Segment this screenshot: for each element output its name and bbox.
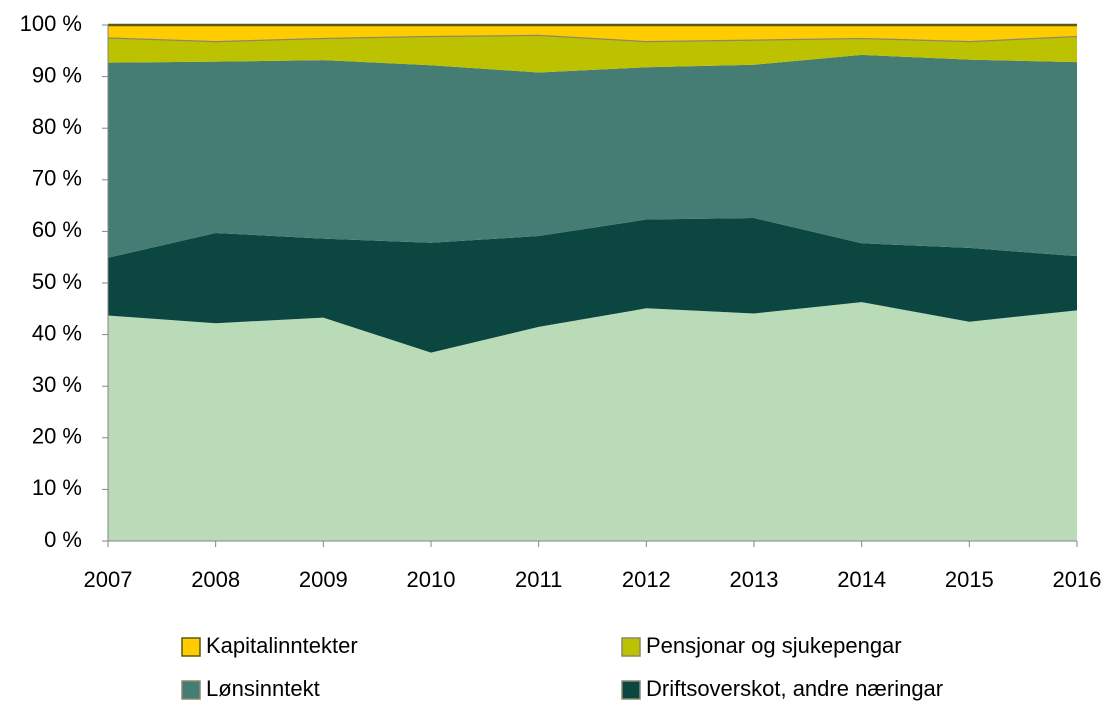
y-tick-label: 50 % xyxy=(32,269,82,294)
area xyxy=(108,25,1077,41)
x-tick-label: 2007 xyxy=(84,567,133,592)
area xyxy=(108,34,1077,73)
legend-label: Driftsoverskot, andre næringar xyxy=(646,676,943,701)
legend-swatch xyxy=(621,637,641,657)
legend-swatch xyxy=(181,680,201,700)
x-tick-label: 2008 xyxy=(191,567,240,592)
x-tick-label: 2013 xyxy=(730,567,779,592)
area xyxy=(108,217,1077,353)
legend-label: Pensjonar og sjukepengar xyxy=(646,633,902,658)
y-tick-label: 80 % xyxy=(32,114,82,139)
y-tick-label: 10 % xyxy=(32,475,82,500)
x-tick-label: 2010 xyxy=(407,567,456,592)
x-tick-label: 2016 xyxy=(1053,567,1102,592)
y-tick-label: 70 % xyxy=(32,166,82,191)
legend-swatch xyxy=(181,637,201,657)
x-tick-label: 2012 xyxy=(622,567,671,592)
y-tick-label: 100 % xyxy=(20,11,82,36)
y-tick-label: 0 % xyxy=(44,527,82,552)
y-tick-label: 60 % xyxy=(32,217,82,242)
x-tick-label: 2014 xyxy=(837,567,886,592)
y-tick-label: 20 % xyxy=(32,424,82,449)
legend-label: Lønsinntekt xyxy=(206,676,320,701)
area xyxy=(108,54,1077,258)
legend-label: Kapitalinntekter xyxy=(206,633,358,658)
y-tick-label: 90 % xyxy=(32,62,82,87)
y-tick-label: 30 % xyxy=(32,372,82,397)
x-tick-label: 2011 xyxy=(515,567,562,592)
x-tick-label: 2009 xyxy=(299,567,348,592)
area xyxy=(108,302,1077,541)
area-edge xyxy=(107,33,1078,43)
x-tick-label: 2015 xyxy=(945,567,994,592)
legend-swatch xyxy=(621,680,641,700)
y-tick-label: 40 % xyxy=(32,320,82,345)
